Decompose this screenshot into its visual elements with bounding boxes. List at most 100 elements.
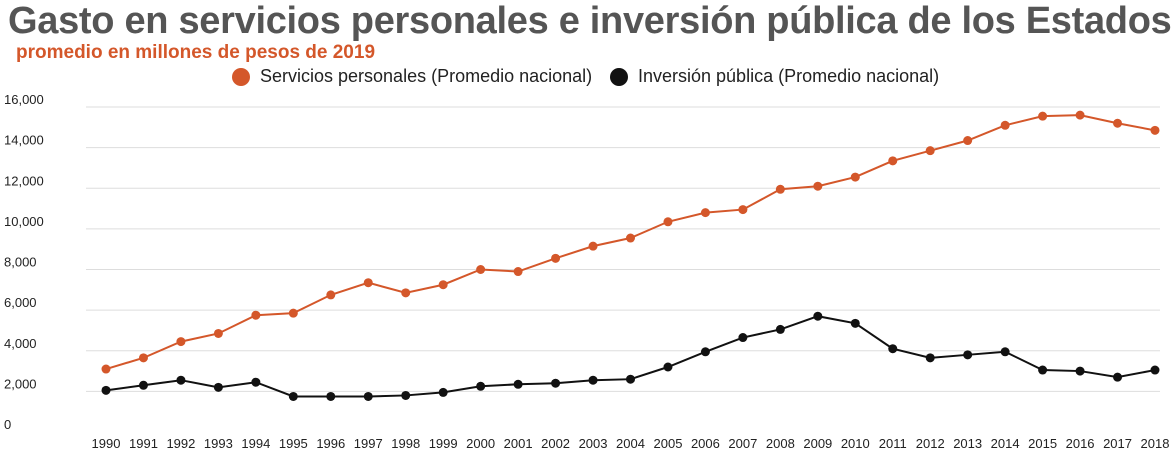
data-point-servicios bbox=[251, 310, 261, 320]
x-tick-label: 1991 bbox=[129, 436, 158, 451]
x-tick-label: 2014 bbox=[991, 436, 1020, 451]
x-tick-label: 1996 bbox=[316, 436, 345, 451]
x-tick-label: 2002 bbox=[541, 436, 570, 451]
x-tick-label: 2016 bbox=[1066, 436, 1095, 451]
data-point-servicios bbox=[176, 337, 186, 347]
x-tick-label: 2013 bbox=[953, 436, 982, 451]
x-tick-label: 2009 bbox=[803, 436, 832, 451]
data-point-inversion bbox=[438, 387, 448, 397]
legend-label-inversion: Inversión pública (Promedio nacional) bbox=[638, 66, 940, 86]
data-point-inversion bbox=[775, 324, 785, 334]
x-tick-label: 1999 bbox=[429, 436, 458, 451]
data-point-inversion bbox=[663, 362, 673, 372]
data-point-servicios bbox=[850, 172, 860, 182]
data-point-servicios bbox=[1000, 120, 1010, 130]
data-point-inversion bbox=[588, 375, 598, 385]
x-tick-label: 2005 bbox=[654, 436, 683, 451]
data-point-servicios bbox=[738, 205, 748, 215]
legend-label-servicios: Servicios personales (Promedio nacional) bbox=[260, 66, 593, 86]
legend-item-inversion: Inversión pública (Promedio nacional) bbox=[610, 66, 939, 87]
data-point-inversion bbox=[326, 391, 336, 401]
legend-marker-servicios bbox=[232, 67, 250, 86]
data-point-servicios bbox=[326, 290, 336, 300]
data-point-servicios bbox=[1038, 111, 1048, 121]
data-point-inversion bbox=[363, 391, 373, 401]
data-point-servicios bbox=[700, 208, 710, 218]
data-point-inversion bbox=[1075, 366, 1085, 376]
data-point-servicios bbox=[138, 353, 148, 363]
legend-marker-inversion bbox=[610, 67, 628, 86]
data-point-inversion bbox=[551, 378, 561, 388]
data-point-servicios bbox=[513, 267, 523, 277]
data-point-servicios bbox=[476, 265, 486, 274]
x-tick-label: 2012 bbox=[916, 436, 945, 451]
x-tick-label: 1994 bbox=[241, 436, 270, 451]
data-point-servicios bbox=[925, 146, 935, 156]
data-point-servicios bbox=[588, 241, 598, 251]
x-tick-label: 2003 bbox=[579, 436, 608, 451]
data-point-inversion bbox=[1000, 347, 1010, 357]
x-tick-label: 2000 bbox=[466, 436, 495, 451]
data-point-inversion bbox=[138, 380, 148, 390]
data-point-servicios bbox=[438, 280, 448, 290]
x-tick-label: 2007 bbox=[728, 436, 757, 451]
data-point-inversion bbox=[850, 318, 860, 328]
data-point-inversion bbox=[738, 333, 748, 343]
data-point-inversion bbox=[700, 347, 710, 357]
data-point-servicios bbox=[813, 181, 823, 191]
y-tick-label: 12,000 bbox=[4, 173, 44, 188]
x-tick-label: 1998 bbox=[391, 436, 420, 451]
data-point-inversion bbox=[925, 353, 935, 363]
chart-legend: Servicios personales (Promedio nacional)… bbox=[0, 66, 1175, 92]
x-tick-label: 2010 bbox=[841, 436, 870, 451]
data-point-servicios bbox=[888, 156, 898, 166]
data-point-inversion bbox=[963, 350, 973, 360]
data-point-inversion bbox=[1038, 365, 1048, 375]
y-tick-label: 16,000 bbox=[4, 92, 44, 107]
chart-title: Gasto en servicios personales e inversió… bbox=[8, 0, 1172, 42]
x-tick-label: 1990 bbox=[92, 436, 121, 451]
y-tick-label: 4,000 bbox=[4, 336, 37, 351]
x-tick-label: 2017 bbox=[1103, 436, 1132, 451]
y-tick-label: 0 bbox=[4, 417, 11, 432]
data-point-servicios bbox=[963, 136, 973, 146]
data-point-servicios bbox=[1150, 125, 1160, 135]
data-point-inversion bbox=[476, 381, 486, 391]
data-point-inversion bbox=[288, 391, 298, 401]
data-point-servicios bbox=[551, 253, 561, 263]
data-point-inversion bbox=[513, 379, 523, 389]
data-point-servicios bbox=[101, 364, 111, 374]
data-point-servicios bbox=[213, 328, 223, 338]
data-point-inversion bbox=[1113, 372, 1123, 382]
data-point-inversion bbox=[213, 382, 223, 392]
data-point-servicios bbox=[775, 184, 785, 194]
data-point-inversion bbox=[101, 385, 111, 395]
x-tick-label: 2015 bbox=[1028, 436, 1057, 451]
legend-item-servicios: Servicios personales (Promedio nacional) bbox=[232, 66, 592, 87]
data-point-servicios bbox=[1075, 110, 1085, 120]
x-tick-label: 2006 bbox=[691, 436, 720, 451]
data-point-inversion bbox=[176, 375, 186, 385]
data-point-servicios bbox=[288, 308, 298, 318]
data-point-inversion bbox=[1150, 365, 1160, 375]
y-tick-label: 6,000 bbox=[4, 295, 37, 310]
y-tick-label: 8,000 bbox=[4, 255, 37, 270]
x-tick-label: 1993 bbox=[204, 436, 233, 451]
data-point-inversion bbox=[888, 344, 898, 354]
x-tick-label: 1995 bbox=[279, 436, 308, 451]
y-tick-label: 2,000 bbox=[4, 376, 37, 391]
chart-subtitle: promedio en millones de pesos de 2019 bbox=[16, 42, 376, 63]
x-tick-label: 2004 bbox=[616, 436, 645, 451]
data-point-inversion bbox=[251, 377, 261, 387]
y-tick-label: 14,000 bbox=[4, 133, 44, 148]
data-point-servicios bbox=[663, 217, 673, 227]
x-tick-label: 2011 bbox=[879, 436, 907, 451]
x-tick-label: 2001 bbox=[504, 436, 533, 451]
data-point-servicios bbox=[626, 233, 635, 243]
data-point-inversion bbox=[401, 390, 411, 400]
data-point-servicios bbox=[363, 278, 373, 288]
series-line-inversion bbox=[105, 315, 1156, 398]
x-tick-label: 2008 bbox=[766, 436, 795, 451]
y-tick-label: 10,000 bbox=[4, 214, 44, 229]
